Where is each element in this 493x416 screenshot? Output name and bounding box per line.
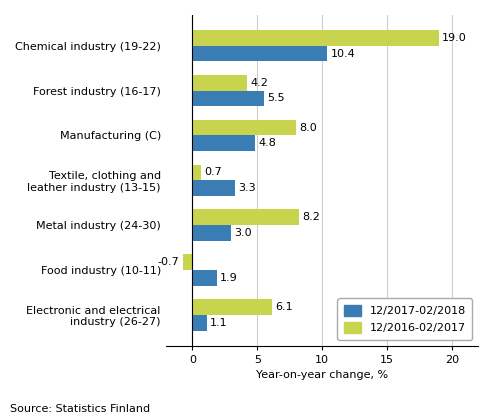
Text: 4.2: 4.2: [250, 78, 268, 88]
Text: 4.8: 4.8: [258, 138, 276, 148]
Bar: [192, 299, 272, 315]
Bar: [192, 120, 296, 136]
Text: 8.0: 8.0: [299, 123, 317, 133]
Legend: 12/2017-02/2018, 12/2016-02/2017: 12/2017-02/2018, 12/2016-02/2017: [337, 298, 472, 340]
Bar: [192, 30, 439, 46]
Bar: [192, 46, 327, 62]
Bar: [192, 210, 299, 225]
Text: 1.1: 1.1: [210, 318, 228, 328]
Bar: [192, 270, 217, 286]
Text: 5.5: 5.5: [267, 94, 284, 104]
X-axis label: Year-on-year change, %: Year-on-year change, %: [256, 370, 388, 380]
Text: 3.3: 3.3: [239, 183, 256, 193]
Text: 10.4: 10.4: [331, 49, 355, 59]
Text: 8.2: 8.2: [302, 212, 320, 222]
Bar: [192, 225, 231, 241]
Text: 3.0: 3.0: [235, 228, 252, 238]
Text: -0.7: -0.7: [158, 257, 179, 267]
Bar: [192, 91, 264, 106]
Bar: [192, 75, 247, 91]
Bar: [183, 254, 192, 270]
Text: 6.1: 6.1: [275, 302, 292, 312]
Bar: [192, 165, 202, 180]
Bar: [192, 180, 235, 196]
Text: 0.7: 0.7: [205, 168, 222, 178]
Bar: [192, 136, 255, 151]
Text: 19.0: 19.0: [442, 33, 467, 43]
Text: 1.9: 1.9: [220, 273, 238, 283]
Text: Source: Statistics Finland: Source: Statistics Finland: [10, 404, 150, 414]
Bar: [192, 315, 207, 331]
